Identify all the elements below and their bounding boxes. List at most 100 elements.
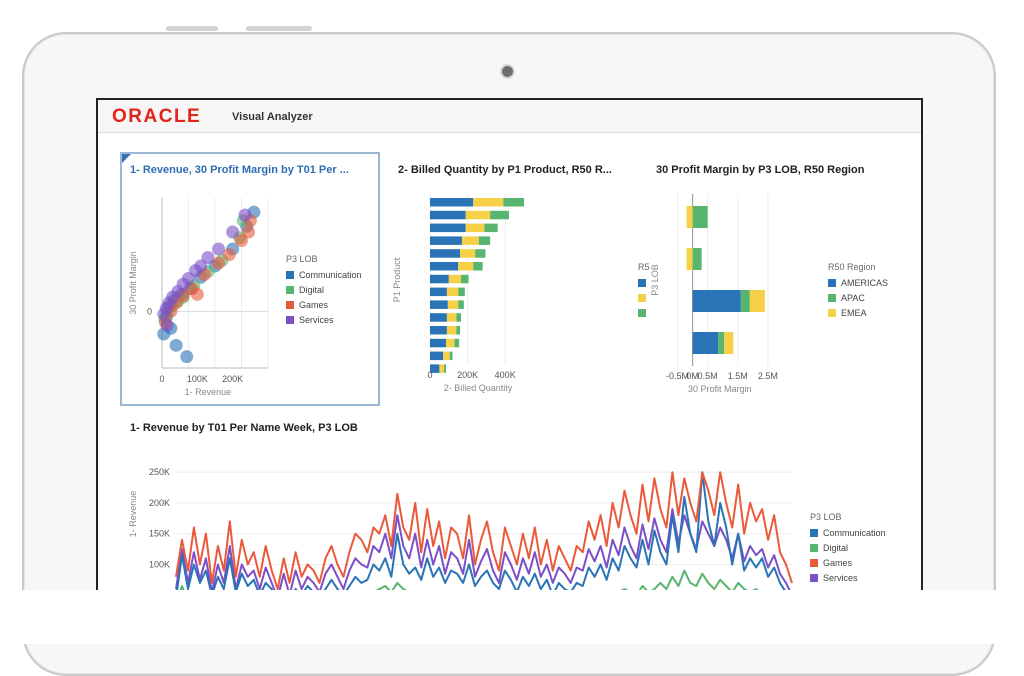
x-axis-label: 2- Billed Quantity	[444, 383, 513, 393]
y-axis-label: P1 Product	[392, 257, 402, 302]
viz-title[interactable]: 1- Revenue, 30 Profit Margin by T01 Per …	[130, 164, 349, 176]
x-tick-label: 1.5M	[728, 371, 748, 381]
scatter-point	[201, 251, 215, 264]
viz-scatter[interactable]: 1- Revenue, 30 Profit Margin by T01 Per …	[120, 152, 380, 406]
x-tick-label: -0.5M	[666, 371, 689, 381]
y-tick-label: 150K	[149, 529, 170, 539]
y-axis-label: 30 Profit Margin	[128, 251, 138, 315]
bar-segment	[445, 338, 455, 348]
legend-item: EMEA	[841, 308, 867, 318]
viz-title[interactable]: 2- Billed Quantity by P1 Product, R50 R.…	[398, 164, 612, 176]
viz-title[interactable]: 1- Revenue by T01 Per Name Week, P3 LOB	[130, 422, 358, 434]
bar-segment	[458, 287, 465, 297]
bar-segment	[430, 351, 444, 361]
bar-segment	[465, 223, 485, 233]
legend-swatch	[828, 309, 836, 317]
series-line	[178, 569, 779, 595]
legend-item: AMERICAS	[841, 278, 888, 288]
x-tick-label: 0	[159, 374, 164, 384]
y-tick-label: 250K	[149, 467, 170, 477]
bar-segment	[724, 332, 734, 354]
y-axis-label: P3 LOB	[650, 264, 660, 296]
legend-item: Games	[299, 300, 329, 310]
legend-item: Digital	[299, 285, 324, 295]
legend-swatch	[810, 529, 818, 537]
bar-segment	[454, 338, 460, 348]
bar-segment	[430, 287, 447, 297]
y-tick-label: 100K	[149, 559, 170, 569]
scatter-point	[190, 287, 204, 301]
x-axis-label: 1- Revenue	[185, 387, 232, 397]
legend-swatch	[638, 294, 646, 302]
legend-swatch	[286, 271, 294, 279]
bar-segment	[478, 236, 491, 245]
bar-segment	[465, 210, 491, 220]
scatter-point	[160, 319, 174, 332]
legend-swatch	[828, 294, 836, 302]
bar-segment	[686, 248, 693, 270]
bar-segment	[473, 262, 483, 271]
legend-swatch	[810, 574, 818, 582]
legend-item: Digital	[823, 543, 848, 553]
scatter-point	[212, 242, 226, 256]
viz-profit-margin[interactable]: 30 Profit Margin by P3 LOB, R50 Region -…	[650, 152, 912, 402]
bar-segment	[692, 290, 741, 312]
legend-title: P3 LOB	[810, 512, 842, 522]
series-line	[175, 471, 790, 595]
y-tick-label: 0	[147, 306, 152, 316]
x-tick-label: 200K	[222, 374, 243, 384]
legend-title: P3 LOB	[286, 254, 318, 264]
legend-item: Services	[823, 573, 858, 583]
y-axis-label: 1- Revenue	[128, 491, 138, 538]
legend-swatch	[286, 301, 294, 309]
series-line	[175, 508, 793, 595]
legend-swatch	[810, 559, 818, 567]
bar-segment	[447, 300, 459, 309]
app-name: Visual Analyzer	[232, 111, 313, 123]
legend-item: Services	[299, 315, 334, 325]
legend-item: Communication	[823, 528, 886, 538]
legend-swatch	[286, 316, 294, 324]
legend-item: Communication	[299, 270, 362, 280]
bar-segment	[692, 206, 708, 228]
legend-swatch	[638, 279, 646, 287]
bar-segment	[718, 332, 725, 354]
bar-segment	[443, 351, 450, 361]
legend-swatch	[286, 286, 294, 294]
bar-segment	[430, 236, 462, 245]
bar-segment	[461, 236, 479, 245]
legend-swatch	[828, 279, 836, 287]
scatter-point	[222, 248, 236, 262]
page-bottom	[0, 590, 1024, 644]
bar-segment	[430, 223, 466, 233]
bar-segment	[692, 332, 719, 354]
bar-segment	[430, 274, 449, 284]
legend-swatch	[638, 309, 646, 317]
viz-billed-quantity[interactable]: 2- Billed Quantity by P1 Product, R50 R.…	[388, 152, 698, 402]
bar-segment	[456, 313, 462, 322]
bar-segment	[458, 262, 474, 271]
app-header: ORACLE Visual Analyzer	[98, 100, 921, 133]
bar-segment	[749, 290, 765, 312]
x-tick-label: 0.5M	[698, 371, 718, 381]
legend-item: APAC	[841, 293, 865, 303]
bar-segment	[444, 364, 446, 373]
x-axis-label: 30 Profit Margin	[688, 384, 752, 394]
x-tick-label: 400K	[495, 370, 516, 380]
legend-item: Games	[823, 558, 853, 568]
selection-corner-icon	[122, 154, 131, 163]
viz-revenue-weekly[interactable]: 1- Revenue by T01 Per Name Week, P3 LOB …	[120, 414, 916, 595]
bar-segment	[430, 249, 461, 258]
x-tick-label: 2.5M	[758, 371, 778, 381]
bar-segment	[473, 198, 504, 207]
bar-segment	[430, 313, 447, 322]
bar-segment	[490, 210, 509, 220]
bar-segment	[439, 364, 445, 373]
viz-title[interactable]: 30 Profit Margin by P3 LOB, R50 Region	[656, 164, 865, 176]
bar-segment	[448, 274, 462, 284]
camera-icon	[502, 66, 513, 77]
bar-segment	[461, 274, 469, 284]
bar-segment	[686, 206, 693, 228]
bar-segment	[446, 313, 457, 322]
